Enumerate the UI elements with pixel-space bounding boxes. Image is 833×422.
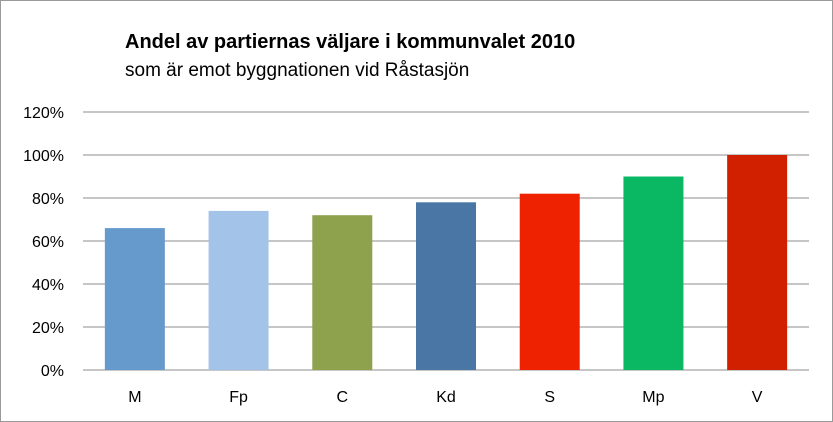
y-tick-label: 60% — [32, 234, 64, 251]
x-tick-label: Fp — [229, 389, 248, 406]
chart-title: Andel av partiernas väljare i kommunvale… — [125, 31, 576, 53]
x-tick-label: Mp — [642, 389, 664, 406]
x-tick-label: V — [752, 389, 763, 406]
y-tick-label: 0% — [41, 363, 64, 380]
bar-m — [104, 228, 165, 370]
y-tick-label: 80% — [32, 191, 64, 208]
bar-mp — [623, 176, 684, 370]
y-tick-label: 20% — [32, 320, 64, 337]
chart-subtitle: som är emot byggnationen vid Råstasjön — [125, 60, 470, 81]
x-tick-label: C — [337, 389, 349, 406]
y-tick-label: 100% — [23, 148, 64, 165]
bar-s — [519, 193, 580, 370]
bar-kd — [416, 202, 476, 370]
y-tick-label: 120% — [23, 105, 64, 122]
x-tick-label: S — [544, 389, 555, 406]
bar-fp — [208, 210, 269, 370]
x-tick-label: M — [128, 389, 141, 406]
bar-v — [727, 155, 788, 370]
x-tick-label: Kd — [436, 389, 456, 406]
y-tick-label: 40% — [32, 277, 64, 294]
bar-c — [312, 215, 373, 370]
